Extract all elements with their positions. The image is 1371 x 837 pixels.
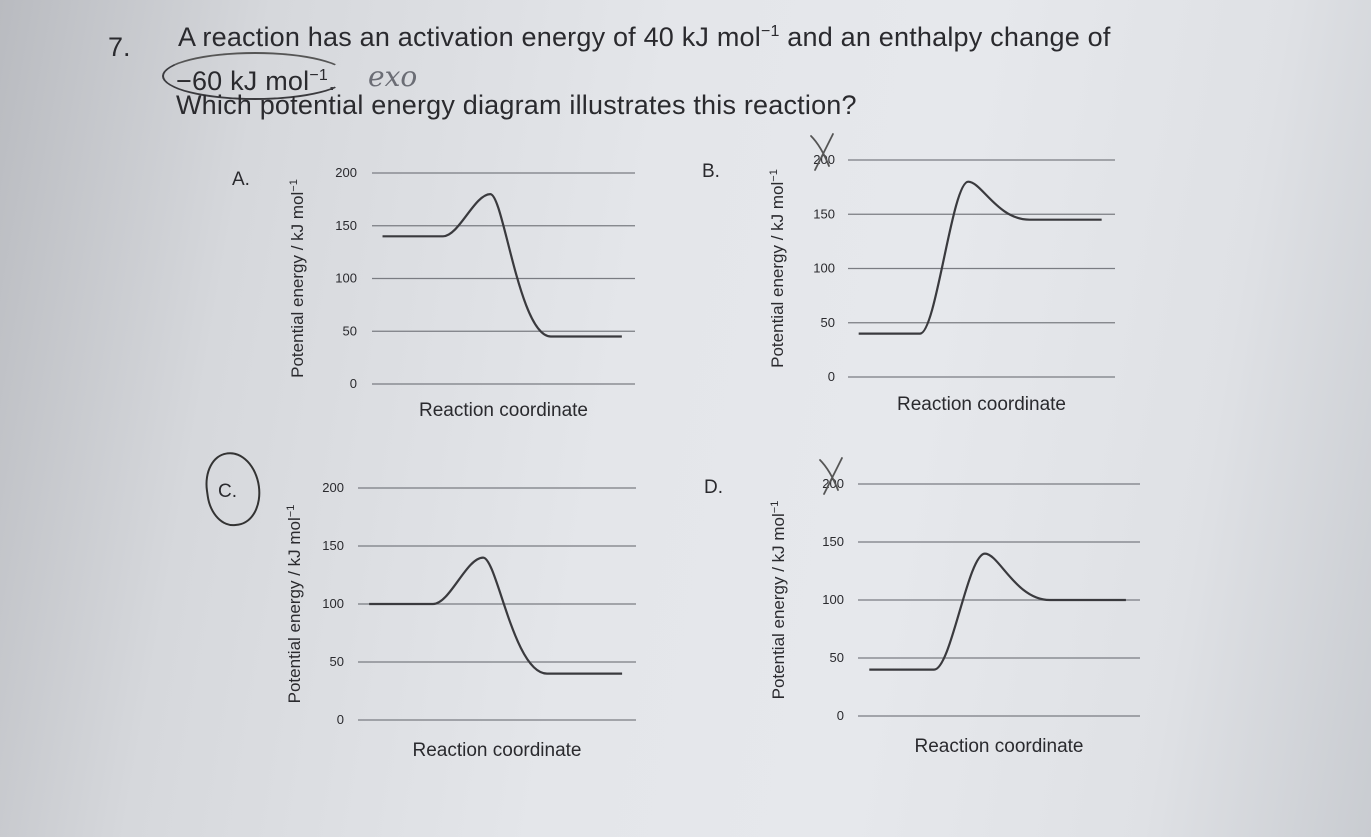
handwritten-cross <box>819 457 843 495</box>
handwritten-note: exo <box>368 60 418 93</box>
energy-curve <box>869 552 1126 671</box>
y-tick-label: 0 <box>828 369 835 384</box>
energy-curve <box>369 556 623 675</box>
x-axis-label: Reaction coordinate <box>897 394 1066 415</box>
y-tick-label: 0 <box>337 712 344 727</box>
y-axis-label: Potential energy / kJ mol−1 <box>288 179 307 378</box>
x-axis-label: Reaction coordinate <box>413 740 582 761</box>
y-axis-label: Potential energy / kJ mol−1 <box>768 169 787 368</box>
y-axis-label-sup: −1 <box>768 169 780 182</box>
y-tick-label: 100 <box>335 271 357 286</box>
question-text-b: and an enthalpy change of <box>779 22 1111 52</box>
y-tick-label: 150 <box>335 218 357 233</box>
diagram-1: A. 200 150 100 50 0 Potential energy / kJ mol−… <box>232 165 635 421</box>
y-tick-label: 50 <box>343 323 357 338</box>
y-axis-label-sup: −1 <box>288 179 300 192</box>
y-tick-label: 50 <box>821 315 835 330</box>
x-axis-label: Reaction coordinate <box>419 400 588 421</box>
y-tick-label: 100 <box>322 596 344 611</box>
option-label: C. <box>218 481 237 502</box>
option-label: B. <box>702 161 720 182</box>
y-tick-label: 0 <box>837 708 844 723</box>
question-number: 7. <box>108 32 131 62</box>
y-tick-label: 0 <box>350 376 357 391</box>
activation-unit-sup: −1 <box>760 23 780 40</box>
option-label: D. <box>704 477 723 498</box>
y-tick-label: 100 <box>813 261 835 276</box>
energy-curve <box>858 180 1102 335</box>
option-label: A. <box>232 169 250 190</box>
y-tick-label: 150 <box>322 538 344 553</box>
y-axis-label-sup: −1 <box>285 505 297 518</box>
energy-curve <box>382 193 622 338</box>
y-tick-label: 150 <box>822 534 844 549</box>
y-tick-label: 50 <box>830 650 844 665</box>
x-axis-label: Reaction coordinate <box>915 736 1084 757</box>
y-tick-label: 100 <box>822 592 844 607</box>
y-axis-label: Potential energy / kJ mol−1 <box>769 501 788 700</box>
y-tick-label: 200 <box>322 480 344 495</box>
y-tick-label: 200 <box>335 165 357 180</box>
y-tick-label: 150 <box>813 206 835 221</box>
handwritten-cross <box>810 133 834 171</box>
diagram-3: C. 200 150 100 50 0 Potential energy / kJ mol−… <box>218 480 636 761</box>
question-line-1: A reaction has an activation energy of 4… <box>178 22 1111 53</box>
y-axis-label: Potential energy / kJ mol−1 <box>285 505 304 704</box>
activation-unit: kJ mol <box>681 22 761 52</box>
handwritten-circle-enthalpy <box>162 52 348 100</box>
question-text-a: A reaction has an activation energy of 4… <box>178 22 675 52</box>
y-tick-label: 50 <box>330 654 344 669</box>
question-line-3: Which potential energy diagram illustrat… <box>176 90 857 120</box>
y-axis-label-sup: −1 <box>769 501 781 514</box>
